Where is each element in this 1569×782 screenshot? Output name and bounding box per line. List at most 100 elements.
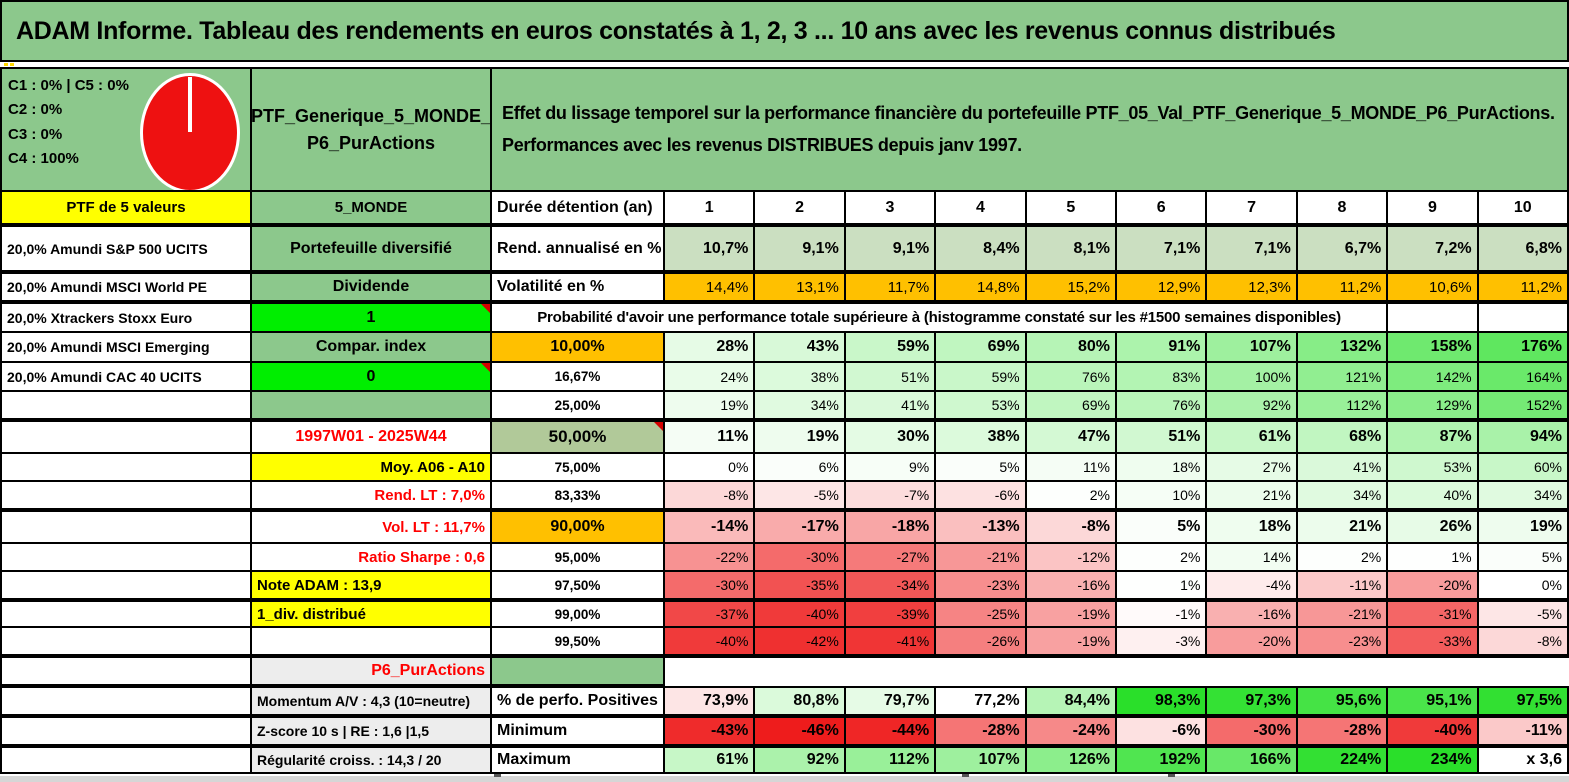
main-table: PTF de 5 valeurs 5_MONDE Durée détention (… bbox=[0, 192, 1569, 774]
value-cell: 1% bbox=[1388, 544, 1479, 572]
value-cell: -16% bbox=[1026, 572, 1117, 600]
portfolio-name: PTF_Generique_5_MONDE_ P6_PurActions bbox=[252, 69, 492, 192]
value-cell: -12% bbox=[1026, 544, 1117, 572]
toggle-cell[interactable]: 0 bbox=[252, 363, 492, 392]
col-a-empty-cell bbox=[2, 392, 252, 420]
value-cell: 97,3% bbox=[1207, 686, 1298, 716]
cell-remnant-mark bbox=[4, 63, 8, 66]
value-cell: 40% bbox=[1388, 482, 1479, 510]
value-cell: -34% bbox=[845, 572, 937, 600]
value-cell: 84,4% bbox=[1026, 686, 1117, 716]
col-b-cell: Portefeuille diversifié bbox=[252, 225, 492, 272]
value-cell: 91% bbox=[1117, 333, 1208, 363]
value-cell: -41% bbox=[845, 628, 937, 656]
portfolio-name-line1: PTF_Generique_5_MONDE_ bbox=[252, 105, 492, 126]
allocation-lines: C1 : 0% | C5 : 0% C2 : 0% C3 : 0% C4 : 1… bbox=[2, 69, 250, 171]
value-cell: -30% bbox=[1207, 716, 1298, 746]
value-cell: 98,3% bbox=[1117, 686, 1208, 716]
value-cell: -40% bbox=[1388, 716, 1479, 746]
value-cell: -16% bbox=[1207, 600, 1298, 628]
value-cell: -40% bbox=[755, 600, 846, 628]
col-b-cell: Moy. A06 - A10 bbox=[252, 454, 492, 482]
value-cell: 76% bbox=[1026, 363, 1117, 392]
value-cell: 9,1% bbox=[845, 225, 937, 272]
empty-cell bbox=[1478, 302, 1569, 333]
value-cell: 2% bbox=[1026, 482, 1117, 510]
value-cell: 0% bbox=[665, 454, 756, 482]
holding-label: 20,0% Xtrackers Stoxx Euro bbox=[2, 302, 252, 333]
holding-label: 20,0% Amundi CAC 40 UCITS bbox=[2, 363, 252, 392]
value-cell: 7 bbox=[1207, 192, 1298, 225]
value-cell: 2% bbox=[1117, 544, 1208, 572]
value-cell: 41% bbox=[845, 392, 937, 420]
value-cell: 41% bbox=[1297, 454, 1389, 482]
probability-banner: Probabilité d'avoir une performance tota… bbox=[492, 302, 1389, 333]
value-cell: 53% bbox=[936, 392, 1027, 420]
value-cell: 192% bbox=[1117, 746, 1208, 774]
col-b-cell: Rend. LT : 7,0% bbox=[252, 482, 492, 510]
value-cell: 51% bbox=[845, 363, 937, 392]
value-cell: 19% bbox=[1478, 510, 1569, 544]
allocation-pie-chart bbox=[140, 73, 240, 190]
value-cell: -17% bbox=[755, 510, 846, 544]
value-cell: -33% bbox=[1388, 628, 1479, 656]
value-cell: 126% bbox=[1026, 746, 1117, 774]
value-cell: -35% bbox=[755, 572, 846, 600]
col-b-cell bbox=[252, 628, 492, 656]
value-cell: 95,6% bbox=[1297, 686, 1389, 716]
row-header-cell: 99,00% bbox=[492, 600, 665, 628]
col-b-cell bbox=[252, 392, 492, 420]
value-cell: 14,4% bbox=[665, 272, 756, 302]
value-cell: -4% bbox=[1207, 572, 1298, 600]
value-cell: -5% bbox=[755, 482, 846, 510]
row-header-cell: 10,00% bbox=[492, 333, 665, 363]
value-cell: -44% bbox=[845, 716, 937, 746]
value-cell: 11,2% bbox=[1297, 272, 1389, 302]
value-cell: 34% bbox=[1478, 482, 1569, 510]
value-cell: 4 bbox=[936, 192, 1027, 225]
value-cell: 14% bbox=[1207, 544, 1298, 572]
col-a-empty-cell bbox=[2, 746, 252, 774]
value-cell: 152% bbox=[1478, 392, 1569, 420]
value-cell: 112% bbox=[845, 746, 937, 774]
row-header-cell: Maximum bbox=[492, 746, 665, 774]
value-cell: 9% bbox=[845, 454, 937, 482]
value-cell: 5 bbox=[1026, 192, 1117, 225]
value-cell: -40% bbox=[665, 628, 756, 656]
col-b-cell: Z-score 10 s | RE : 1,6 |1,5 bbox=[252, 716, 492, 746]
toggle-cell[interactable]: 1 bbox=[252, 302, 492, 333]
value-cell: 69% bbox=[936, 333, 1027, 363]
value-cell: 0% bbox=[1478, 572, 1569, 600]
blank-area bbox=[665, 656, 1569, 686]
value-cell: 10% bbox=[1117, 482, 1208, 510]
value-cell: 24% bbox=[665, 363, 756, 392]
row-header-cell: Rend. annualisé en % bbox=[492, 225, 665, 272]
value-cell: 5% bbox=[1117, 510, 1208, 544]
value-cell: -28% bbox=[936, 716, 1027, 746]
gap-strip bbox=[0, 62, 1569, 67]
allocation-line: C3 : 0% bbox=[8, 125, 63, 143]
value-cell: 38% bbox=[936, 420, 1027, 454]
value-cell: 68% bbox=[1297, 420, 1389, 454]
value-cell: -3% bbox=[1117, 628, 1208, 656]
value-cell: 10,7% bbox=[665, 225, 756, 272]
value-cell: 21% bbox=[1207, 482, 1298, 510]
value-cell: 9 bbox=[1388, 192, 1479, 225]
value-cell: 2 bbox=[755, 192, 846, 225]
value-cell: 30% bbox=[845, 420, 937, 454]
value-cell: 5% bbox=[1478, 544, 1569, 572]
value-cell: 10,6% bbox=[1388, 272, 1479, 302]
row-header-cell: 83,33% bbox=[492, 482, 665, 510]
holding-label: 20,0% Amundi MSCI Emerging bbox=[2, 333, 252, 363]
value-cell: -21% bbox=[936, 544, 1027, 572]
row-header-cell: 50,00% bbox=[492, 420, 665, 454]
value-cell: -20% bbox=[1388, 572, 1479, 600]
value-cell: -24% bbox=[1026, 716, 1117, 746]
value-cell: 28% bbox=[665, 333, 756, 363]
value-cell: -30% bbox=[755, 544, 846, 572]
col-a-empty-cell bbox=[2, 716, 252, 746]
value-cell: 14,8% bbox=[936, 272, 1027, 302]
col-a-empty-cell bbox=[2, 510, 252, 544]
value-cell: -43% bbox=[665, 716, 756, 746]
